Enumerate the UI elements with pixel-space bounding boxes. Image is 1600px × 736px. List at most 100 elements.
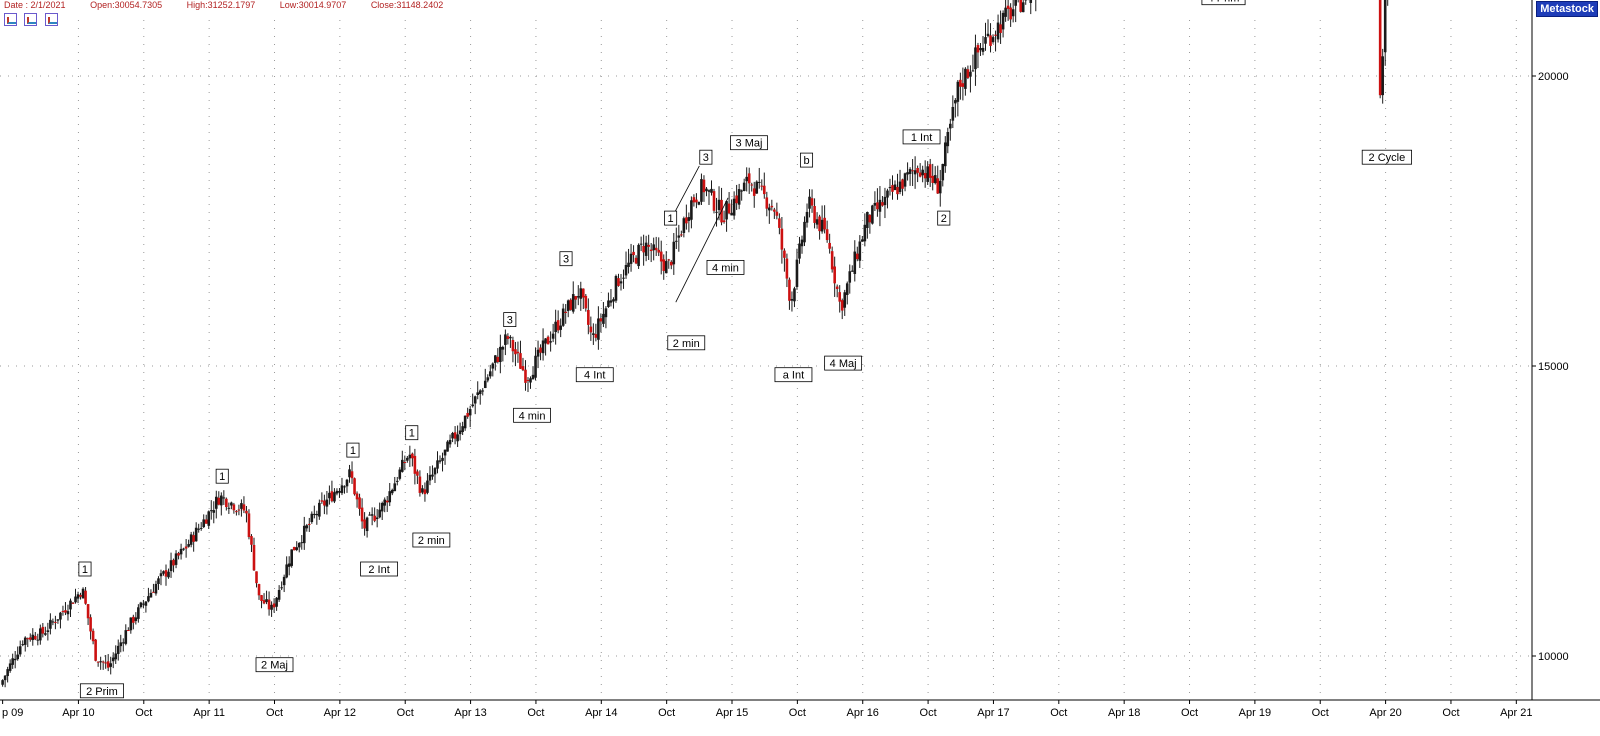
candle-down bbox=[556, 320, 560, 331]
chart-tool-icon[interactable] bbox=[44, 13, 58, 26]
candle-up bbox=[637, 244, 640, 267]
candle-up bbox=[488, 371, 492, 377]
candle-up bbox=[612, 299, 615, 302]
candle-down bbox=[775, 211, 779, 216]
candle-up bbox=[541, 340, 545, 354]
x-tick-label: Apr 15 bbox=[716, 707, 748, 719]
candle-up bbox=[313, 513, 316, 515]
wave-label-box bbox=[800, 152, 814, 168]
candle-down bbox=[33, 635, 37, 640]
candle-up bbox=[614, 275, 618, 301]
candle-up bbox=[705, 188, 708, 191]
candle-down bbox=[164, 570, 168, 577]
wave-label: 4 Int bbox=[584, 370, 605, 382]
candle-down bbox=[785, 258, 789, 279]
candle-up bbox=[406, 457, 409, 461]
candle-up bbox=[142, 603, 145, 605]
candle-up bbox=[129, 617, 133, 631]
candle-down bbox=[649, 249, 653, 252]
candle-up bbox=[795, 259, 799, 287]
candle-up bbox=[554, 321, 557, 333]
candle-down bbox=[712, 191, 716, 211]
candle-up bbox=[536, 349, 540, 357]
candle-up bbox=[981, 47, 985, 52]
wave-label: 1 bbox=[219, 471, 225, 483]
candle-down bbox=[496, 356, 500, 362]
x-tick-label: Oct bbox=[920, 707, 937, 719]
candle-down bbox=[127, 630, 130, 632]
candle-up bbox=[863, 224, 867, 242]
candle-up bbox=[946, 131, 950, 147]
candle-down bbox=[994, 34, 997, 36]
candle-up bbox=[159, 573, 163, 577]
candle-down bbox=[1378, 0, 1382, 96]
candle-down bbox=[172, 559, 175, 566]
candle-up bbox=[996, 22, 1000, 40]
candle-up bbox=[421, 488, 424, 493]
chart-tool-icon[interactable] bbox=[24, 13, 38, 26]
candle-down bbox=[752, 188, 756, 196]
candle-up bbox=[604, 308, 608, 318]
candle-up bbox=[295, 547, 299, 550]
candle-up bbox=[486, 377, 490, 381]
candle-up bbox=[898, 181, 902, 192]
candle-down bbox=[272, 603, 276, 608]
candle-down bbox=[132, 616, 135, 623]
candle-down bbox=[453, 432, 457, 439]
candle-down bbox=[669, 261, 673, 266]
candle-up bbox=[162, 571, 165, 574]
candle-down bbox=[587, 309, 590, 325]
candle-down bbox=[868, 214, 872, 223]
chart-toolbar bbox=[4, 13, 61, 27]
wave-label-box bbox=[346, 442, 360, 458]
candle-up bbox=[6, 669, 9, 677]
candle-up bbox=[677, 235, 681, 238]
candle-down bbox=[403, 462, 407, 464]
candle-up bbox=[501, 347, 505, 350]
candle-up bbox=[639, 243, 643, 245]
candle-down bbox=[856, 253, 859, 260]
candle-up bbox=[473, 396, 477, 404]
candle-down bbox=[225, 498, 228, 508]
chart-tool-icon[interactable] bbox=[4, 13, 17, 26]
candle-up bbox=[448, 439, 452, 445]
wave-label-box bbox=[1361, 149, 1413, 165]
candle-down bbox=[237, 509, 241, 511]
candle-down bbox=[267, 599, 271, 610]
candle-down bbox=[722, 220, 726, 223]
candle-up bbox=[866, 212, 869, 228]
candle-up bbox=[456, 434, 459, 442]
candle-down bbox=[685, 217, 688, 224]
ohlc-header: Date : 2/1/2021 Open:30054.7305 High:312… bbox=[4, 0, 465, 12]
candle-up bbox=[943, 142, 947, 167]
wave-label-box bbox=[412, 532, 451, 548]
candle-up bbox=[408, 454, 412, 459]
candle-up bbox=[690, 200, 693, 220]
wave-label-box bbox=[902, 129, 941, 145]
candle-up bbox=[214, 496, 218, 509]
candle-up bbox=[302, 525, 306, 544]
candle-up bbox=[56, 619, 60, 621]
candle-down bbox=[778, 218, 781, 228]
candle-up bbox=[69, 600, 72, 610]
candle-up bbox=[629, 253, 633, 264]
candle-up bbox=[805, 211, 809, 223]
candle-down bbox=[632, 251, 635, 256]
candle-down bbox=[966, 69, 970, 78]
candle-up bbox=[619, 281, 623, 284]
candle-up bbox=[534, 355, 537, 378]
candle-down bbox=[64, 610, 67, 613]
candle-up bbox=[345, 479, 349, 487]
x-tick-label: Apr 18 bbox=[1108, 707, 1140, 719]
candle-up bbox=[44, 633, 47, 635]
candle-down bbox=[574, 296, 578, 300]
x-tick-label: Oct bbox=[658, 707, 675, 719]
candle-up bbox=[227, 507, 231, 509]
candle-up bbox=[76, 594, 80, 599]
candle-up bbox=[951, 106, 955, 121]
candle-up bbox=[652, 244, 655, 251]
candle-up bbox=[328, 492, 331, 499]
candle-down bbox=[41, 626, 45, 634]
wave-label-box bbox=[730, 135, 768, 151]
candle-up bbox=[59, 612, 62, 620]
